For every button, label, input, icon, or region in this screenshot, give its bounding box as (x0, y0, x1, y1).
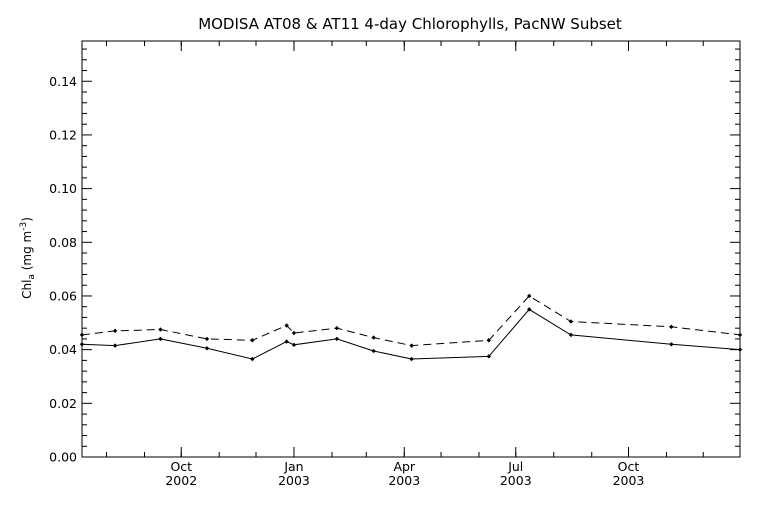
y-axis-label-prefix: Chl (20, 280, 34, 299)
y-axis-label-close: ) (20, 217, 34, 222)
x-tick-label-year: 2003 (278, 473, 310, 488)
data-point (204, 336, 210, 342)
x-tick-label-month: Oct (618, 459, 640, 474)
x-tick-label-month: Jan (283, 459, 303, 474)
data-point (527, 307, 532, 312)
x-tick-label-year: 2002 (165, 473, 197, 488)
y-tick-label: 0.02 (49, 396, 77, 411)
y-tick-label: 0.00 (49, 450, 77, 465)
y-axis: 0.00 0.02 0.04 0.06 0.08 0.10 0.12 0.14 (49, 48, 740, 465)
y-tick-label: 0.04 (49, 342, 77, 357)
data-point (204, 346, 210, 351)
data-point (669, 342, 674, 347)
x-tick-label-year: 2003 (613, 473, 645, 488)
data-point (409, 343, 414, 348)
data-point (112, 343, 118, 348)
x-tick-label-year: 2003 (500, 473, 532, 488)
data-point (486, 338, 492, 343)
data-point (284, 339, 289, 344)
data-point (669, 324, 674, 330)
y-axis-label: Chla (mg m-3) (19, 217, 37, 299)
data-point (250, 356, 255, 362)
data-point (291, 330, 297, 336)
data-point (284, 323, 289, 328)
series-layer (79, 293, 743, 362)
y-tick-label: 0.10 (49, 181, 77, 196)
data-point (527, 293, 532, 299)
data-point (158, 336, 163, 342)
x-tick-label-month: Oct (170, 459, 192, 474)
x-tick-label-year: 2003 (388, 473, 420, 488)
y-axis-label-units: (mg m (20, 231, 34, 274)
y-axis-label-superscript: -3 (19, 222, 29, 231)
data-point (291, 342, 297, 348)
x-tick-label-month: Jul (507, 459, 523, 474)
plot-frame (81, 40, 741, 458)
data-point (158, 327, 163, 332)
y-tick-label: 0.06 (49, 288, 77, 303)
y-tick-label: 0.14 (49, 74, 77, 89)
x-tick-label-month: Apr (393, 459, 415, 474)
y-tick-label: 0.08 (49, 235, 77, 250)
series-line-solid (81, 308, 741, 360)
data-point (409, 356, 414, 362)
data-point (334, 325, 340, 331)
data-point (486, 354, 492, 359)
chart-title: MODISA AT08 & AT11 4-day Chlorophylls, P… (198, 15, 622, 33)
data-point (568, 319, 574, 324)
data-point (334, 336, 340, 342)
y-tick-label: 0.12 (49, 127, 77, 142)
data-point (250, 338, 255, 343)
data-point (371, 348, 376, 354)
y-axis-label-subscript: a (27, 274, 37, 280)
data-point (568, 332, 574, 338)
series-line-dashed (81, 295, 741, 347)
data-point (112, 328, 118, 334)
data-point (371, 335, 376, 340)
